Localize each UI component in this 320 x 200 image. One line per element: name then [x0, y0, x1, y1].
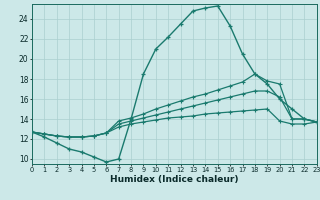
X-axis label: Humidex (Indice chaleur): Humidex (Indice chaleur)	[110, 175, 239, 184]
